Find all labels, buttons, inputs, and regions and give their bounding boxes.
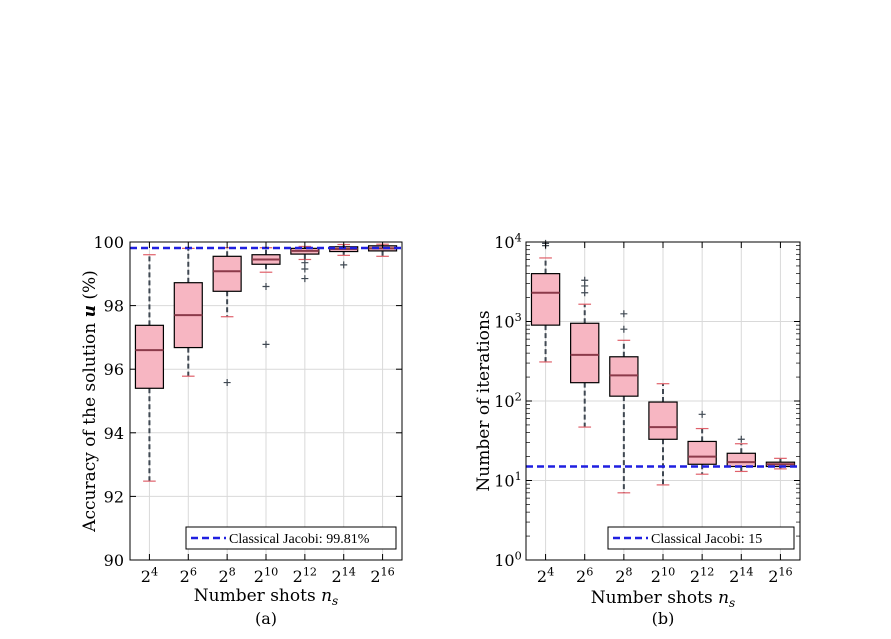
outlier-marker <box>301 265 309 273</box>
x-axis-label: Number shots ns <box>591 588 735 610</box>
box-2pow6 <box>570 276 600 428</box>
legend-box <box>185 526 397 550</box>
outlier-marker <box>262 340 270 348</box>
x-tick-label: 212 <box>293 565 317 586</box>
box-iqr <box>609 356 639 397</box>
outlier-marker <box>262 283 270 291</box>
x-tick-label: 210 <box>254 565 278 586</box>
outlier-marker <box>581 289 589 297</box>
outlier-marker <box>301 275 309 283</box>
x-tick-label: 216 <box>370 565 394 586</box>
outlier-marker <box>620 325 628 333</box>
box-iqr <box>726 452 756 468</box>
x-tick-label: 28 <box>218 565 235 586</box>
legend: Classical Jacobi: 15 <box>607 526 795 550</box>
box-2pow12 <box>290 245 320 283</box>
box-iqr <box>570 322 600 384</box>
subfigure-label: (b) <box>652 609 675 628</box>
x-tick-label: 28 <box>615 565 632 586</box>
y-tick-label: 98 <box>104 297 124 316</box>
outlier-marker <box>620 310 628 318</box>
outlier-marker <box>581 276 589 284</box>
outlier-marker <box>340 261 348 269</box>
panel-b: 100 101 102 103 104 24 26 28 210 212 214 216 Classic… <box>474 231 801 628</box>
x-tick-label: 24 <box>141 565 158 586</box>
box-2pow12 <box>687 410 717 475</box>
box-2pow4 <box>530 239 561 363</box>
box-iqr <box>134 324 165 389</box>
x-tick-label: 26 <box>180 565 197 586</box>
y-axis-label: Accuracy of the solution u (%) <box>80 270 100 533</box>
y-tick-label: 94 <box>104 424 124 443</box>
x-tick-label: 24 <box>537 565 554 586</box>
y-axis-label: Number of iterations <box>474 310 494 491</box>
box-2pow6 <box>173 247 203 377</box>
box-iqr <box>687 440 717 465</box>
y-tick-label: 92 <box>104 487 124 506</box>
y-tick-label: 104 <box>494 231 521 252</box>
legend-text: Classical Jacobi: 99.81% <box>229 532 370 547</box>
y-tick-label: 103 <box>494 311 521 332</box>
box-2pow8 <box>609 310 639 494</box>
outlier-marker <box>301 259 309 267</box>
y-tick-label: 90 <box>104 551 124 570</box>
outlier-marker <box>223 379 231 387</box>
y-tick-label: 101 <box>494 470 521 491</box>
x-axis-label: Number shots ns <box>194 586 338 608</box>
subfigure-label: (a) <box>255 609 277 628</box>
y-tick-label: 96 <box>104 360 124 379</box>
x-tick-label: 210 <box>651 565 675 586</box>
x-tick-label: 214 <box>729 565 753 586</box>
y-tick-label: 102 <box>494 390 521 411</box>
outlier-marker <box>698 410 706 418</box>
legend: Classical Jacobi: 99.81% <box>185 526 397 550</box>
panel-a: 90 92 94 96 98 100 24 26 28 210 212 214 216 Classical… <box>80 233 403 628</box>
outlier-marker <box>737 435 745 443</box>
y-tick-label: 100 <box>93 233 124 252</box>
x-tick-label: 214 <box>331 565 355 586</box>
x-tick-label: 212 <box>690 565 714 586</box>
box-iqr <box>212 255 242 292</box>
x-tick-label: 216 <box>768 565 792 586</box>
box-iqr <box>648 401 678 440</box>
box-2pow10 <box>251 247 281 348</box>
legend-box <box>607 526 795 550</box>
box-iqr <box>530 273 561 326</box>
y-tick-label: 100 <box>494 549 521 570</box>
legend-text: Classical Jacobi: 15 <box>651 532 762 547</box>
box-2pow10 <box>648 383 678 486</box>
box-2pow8 <box>212 247 242 387</box>
box-2pow4 <box>134 254 165 482</box>
x-tick-label: 26 <box>576 565 593 586</box>
